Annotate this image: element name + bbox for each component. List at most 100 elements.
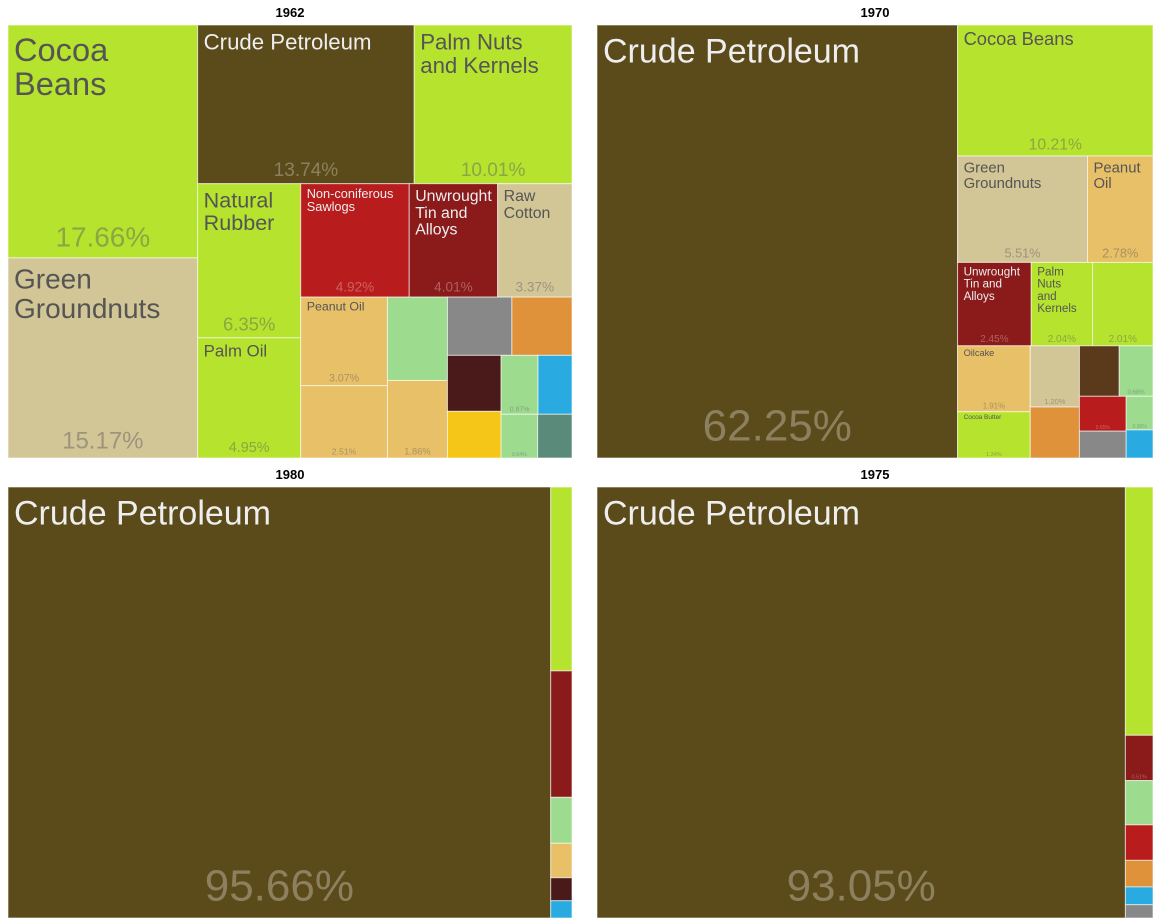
tile: 0.36%	[1125, 395, 1153, 431]
tile-rect	[1124, 859, 1153, 888]
tile-rect	[197, 24, 415, 185]
tile-value-label: 1.34%	[986, 452, 1002, 458]
tile: Unwrought Tin and Alloys 2.45%	[957, 261, 1032, 347]
tile-value-label: 15.17%	[62, 427, 143, 454]
tile	[446, 354, 502, 412]
tile: 0.64%	[500, 413, 539, 459]
tile-value-label: 62.25%	[703, 401, 852, 450]
tile-rect	[300, 183, 410, 298]
tile-rect	[500, 354, 539, 415]
tile	[550, 842, 573, 879]
tile	[550, 486, 573, 672]
tile-rect	[537, 413, 573, 459]
tile-value-label: 1.20%	[1044, 397, 1065, 406]
tile	[386, 296, 448, 381]
tile-value-label: 95.66%	[205, 861, 354, 910]
tile: Natural Rubber 6.35%	[197, 183, 302, 339]
tile-rect	[197, 183, 302, 339]
panel-title: 1980	[276, 467, 305, 482]
tile: Cocoa Butter 1.34%	[957, 411, 1031, 459]
tile: 2.01%	[1092, 261, 1153, 347]
tile	[1124, 780, 1153, 826]
tile-name: Non-coniferous Sawlogs	[307, 186, 397, 214]
tile: Palm Nuts and Kernels 10.01%	[413, 24, 573, 185]
tile: 1.86%	[386, 379, 448, 459]
tile-rect	[1029, 345, 1080, 408]
tile	[537, 354, 573, 415]
tile-rect	[596, 24, 959, 459]
tile: Peanut Oil 3.07%	[300, 296, 388, 387]
tile: Cocoa Beans 10.21%	[957, 24, 1153, 157]
tile	[1124, 886, 1153, 906]
tile-name: Palm Oil	[204, 341, 268, 360]
tile-name: Peanut Oil	[307, 300, 365, 314]
tile-rect	[1029, 406, 1080, 459]
tile-rect	[1118, 345, 1153, 397]
tile-rect	[1125, 429, 1153, 459]
tile: 1.20%	[1029, 345, 1080, 408]
tile-rect	[550, 796, 573, 844]
tile: Unwrought Tin and Alloys 4.01%	[408, 183, 499, 298]
tile	[1078, 345, 1120, 397]
tile-rect	[7, 24, 199, 259]
tile	[511, 296, 573, 356]
tile-rect	[300, 385, 388, 459]
tile-rect	[446, 410, 502, 459]
tile-value-label: 1.91%	[983, 402, 1005, 411]
panel-title: 1970	[861, 5, 890, 20]
tile-name: Oilcake	[964, 348, 995, 358]
tile-rect	[1086, 155, 1153, 263]
tile-name: Unwrought Tin and Alloys	[415, 188, 496, 238]
tile-name: Natural Rubber	[204, 187, 280, 235]
tile-name: Crude Petroleum	[603, 32, 860, 70]
tile	[1124, 859, 1153, 888]
tile-value-label: 6.35%	[223, 313, 275, 334]
tile-name: Green Groundnuts	[964, 160, 1042, 192]
tile-rect	[596, 486, 1126, 918]
tile-name: Cocoa Beans	[964, 28, 1074, 49]
tile-rect	[497, 183, 573, 298]
tile	[550, 796, 573, 844]
tile-rect	[550, 842, 573, 879]
tile: Crude Petroleum 95.66%	[7, 486, 552, 918]
tile-rect	[957, 411, 1031, 459]
tile: 0.65%	[1078, 395, 1127, 432]
tile-value-label: 4.92%	[336, 280, 375, 295]
tile-rect	[957, 345, 1031, 413]
tile-value-label: 10.21%	[1029, 137, 1082, 154]
tile-value-label: 4.01%	[434, 280, 473, 295]
tile-rect	[1078, 430, 1127, 459]
tile-rect	[386, 296, 448, 381]
tile-rect	[511, 296, 573, 356]
tile-name: Crude Petroleum	[204, 29, 372, 54]
tile	[550, 670, 573, 798]
tile-rect	[957, 24, 1153, 157]
tile: Raw Cotton 3.37%	[497, 183, 573, 298]
tile-rect	[413, 24, 573, 185]
tile-value-label: 93.05%	[787, 861, 936, 910]
tile-name: Palm Nuts and Kernels	[420, 29, 539, 77]
tile: Oilcake 1.91%	[957, 345, 1031, 413]
tile-name: Cocoa Butter	[964, 414, 1003, 421]
tile	[550, 900, 573, 918]
tile	[1078, 430, 1127, 459]
tile-rect	[1124, 486, 1153, 736]
tile-value-label: 17.66%	[55, 222, 150, 253]
tile: Palm Nuts and Kernels 2.04%	[1030, 261, 1094, 347]
tile-rect	[957, 155, 1088, 263]
tile-rect	[550, 877, 573, 902]
tile-name: Unwrought Tin and Alloys	[964, 265, 1024, 303]
tile: 0.87%	[500, 354, 539, 415]
tile-value-label: 0.64%	[512, 452, 527, 458]
tile	[1124, 904, 1153, 918]
tile-value-label: 0.36%	[1132, 424, 1147, 430]
tile-rect	[446, 296, 513, 356]
tile-rect	[386, 379, 448, 459]
tile	[446, 410, 502, 459]
tile-rect	[550, 670, 573, 798]
tile-value-label: 10.01%	[461, 160, 526, 181]
tile	[1125, 429, 1153, 459]
panel-title: 1975	[861, 467, 890, 482]
tile-rect	[550, 900, 573, 918]
